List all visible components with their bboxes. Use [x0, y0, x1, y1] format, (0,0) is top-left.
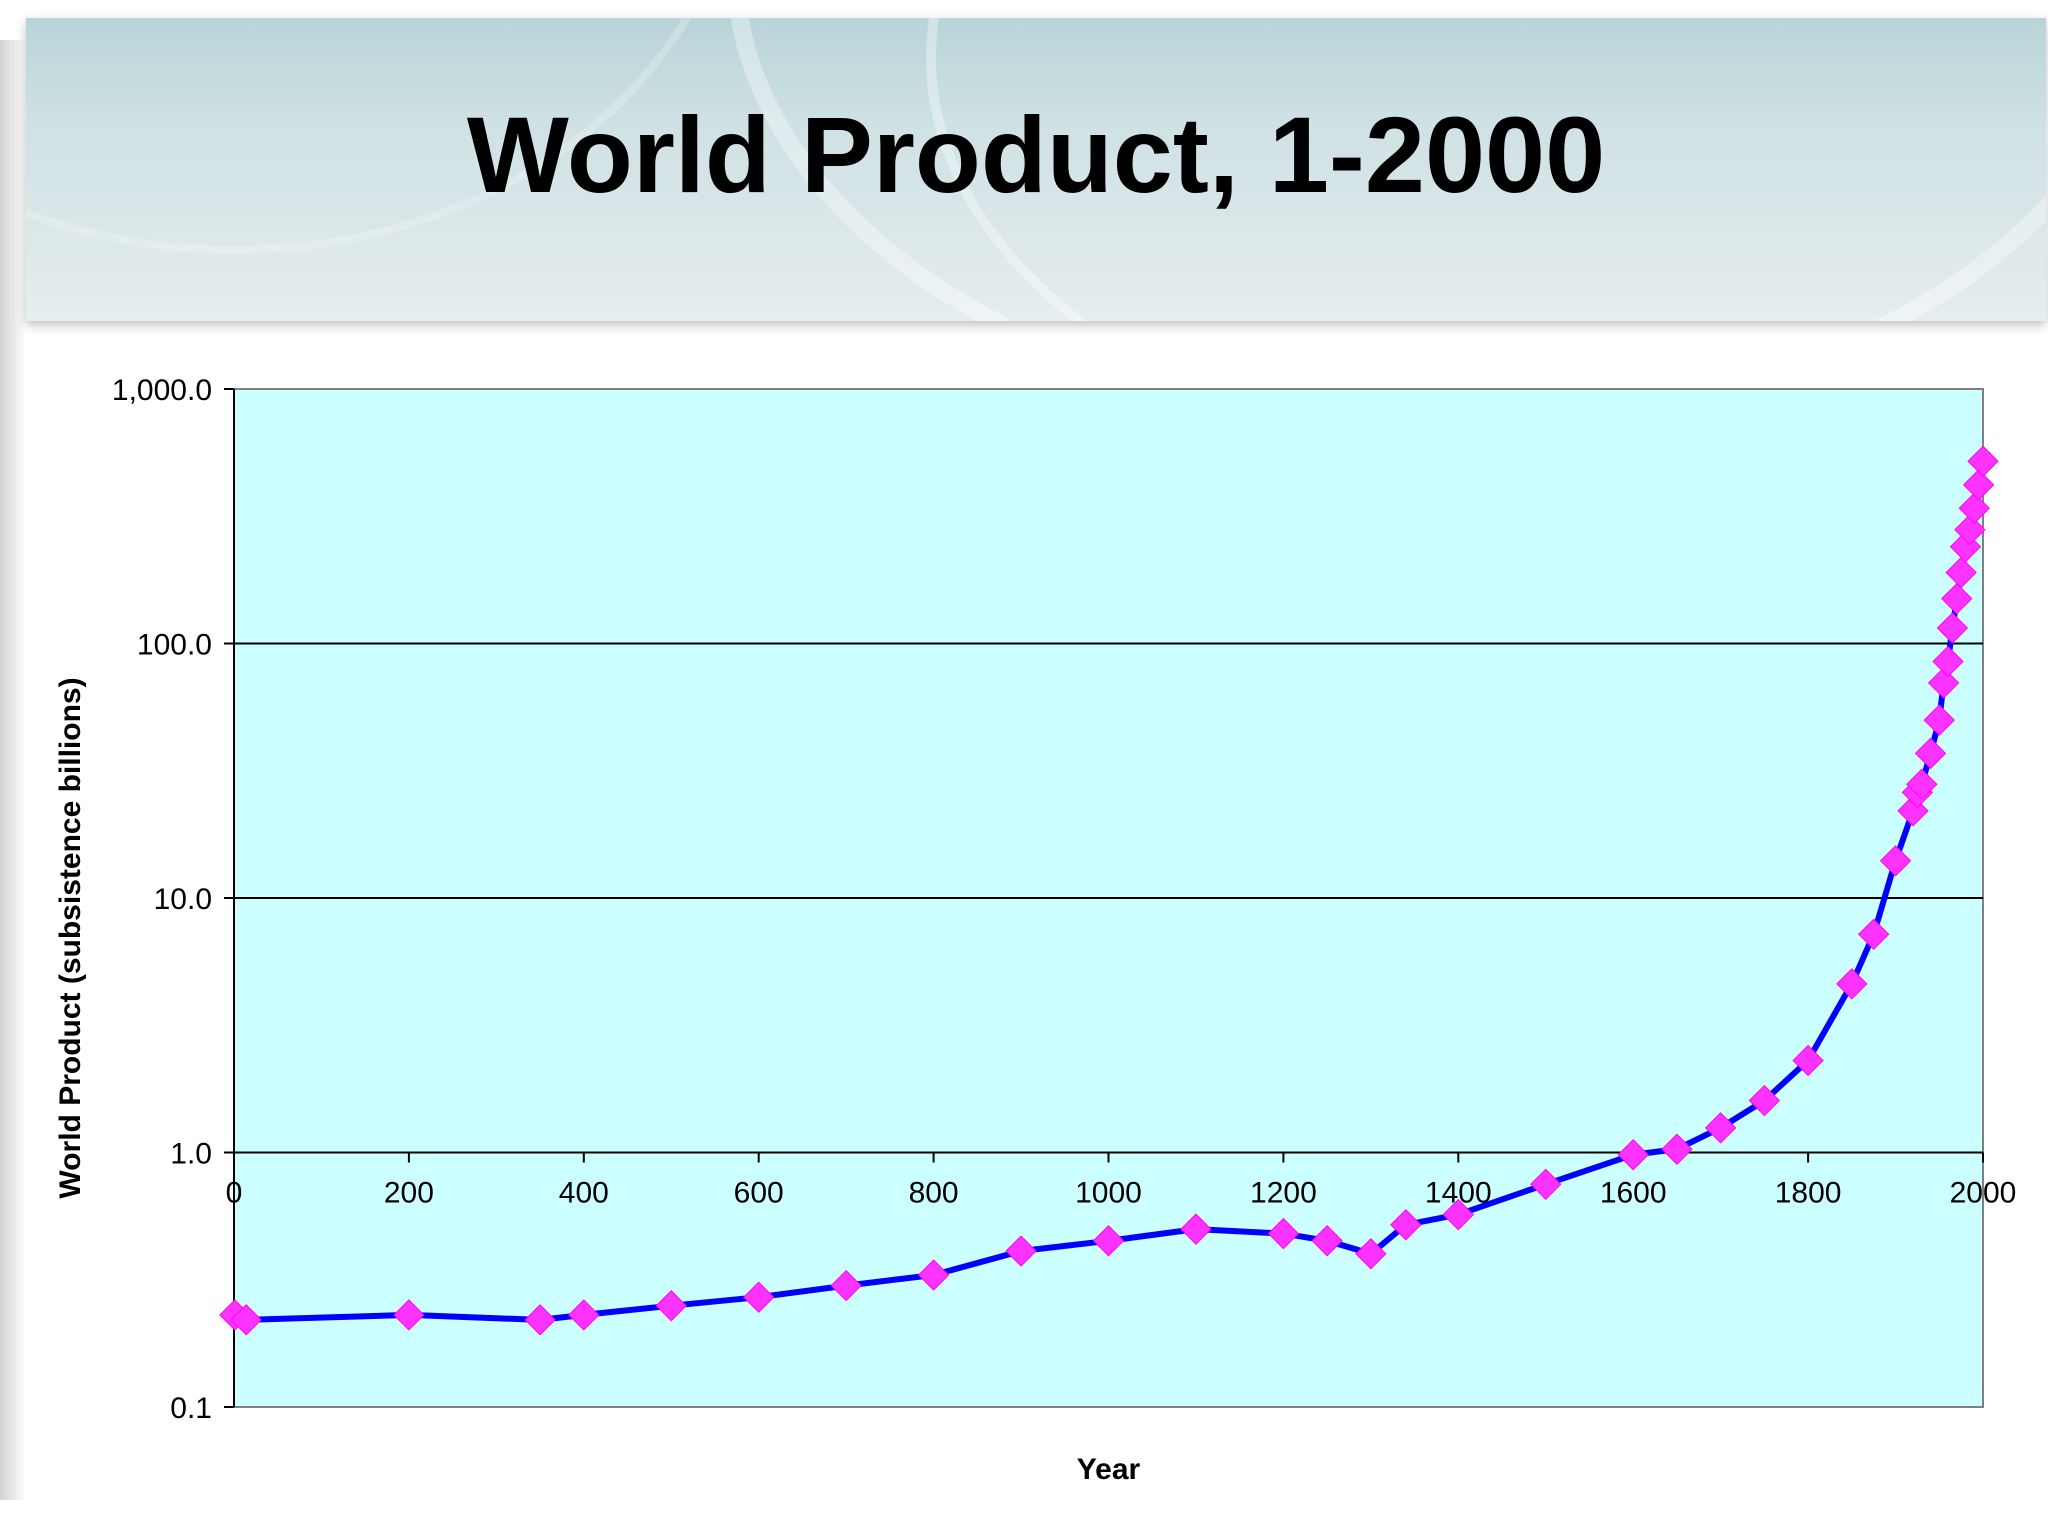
- data-point: [1954, 513, 1986, 546]
- data-point: [1945, 556, 1977, 589]
- data-point: [830, 1269, 862, 1302]
- x-tick-label: 200: [384, 1177, 434, 1210]
- data-point: [1879, 845, 1912, 877]
- y-tick-label: 1.0: [170, 1138, 212, 1171]
- data-point: [655, 1290, 687, 1322]
- data-point: [1941, 582, 1973, 615]
- data-point: [1390, 1209, 1422, 1241]
- y-axis-title: World Product (subsistence billions): [54, 677, 87, 1198]
- data-point: [1927, 667, 1960, 699]
- x-tick-labels: 0 200 400 600 800 1000 1200 1400 1600 1800 2000: [226, 1177, 2017, 1210]
- data-point: [1092, 1225, 1125, 1257]
- y-tick-label: 10.0: [154, 883, 212, 916]
- slide-edge-shadow: [0, 40, 26, 1500]
- x-tick-label: 1000: [1075, 1177, 1142, 1210]
- y-tick-label: 0.1: [170, 1392, 212, 1425]
- data-point: [1836, 968, 1868, 1000]
- axes: [233, 389, 1984, 1407]
- x-tick-label: 800: [909, 1177, 959, 1210]
- data-point: [1661, 1133, 1693, 1165]
- data-point: [1180, 1213, 1212, 1245]
- data-point: [1967, 445, 1999, 477]
- data-point: [1311, 1225, 1343, 1257]
- data-point: [1906, 768, 1938, 800]
- data-point: [1914, 737, 1947, 770]
- data-point: [1932, 645, 1964, 678]
- data-point: [1857, 918, 1890, 951]
- x-tick-label: 400: [559, 1177, 609, 1210]
- x-tick-label: 600: [734, 1177, 784, 1210]
- data-point: [1355, 1238, 1387, 1270]
- x-tick-label: 1200: [1250, 1177, 1317, 1210]
- data-point: [742, 1281, 775, 1313]
- x-axis-title: Year: [1077, 1453, 1141, 1486]
- data-point: [1267, 1217, 1300, 1250]
- data-point: [1704, 1112, 1737, 1144]
- data-point: [393, 1299, 425, 1331]
- x-tick-label: 1600: [1600, 1177, 1667, 1210]
- x-tick-label: 2000: [1950, 1177, 2017, 1210]
- data-point: [1936, 612, 1969, 644]
- data-point: [1530, 1168, 1562, 1201]
- x-tick-label: 1800: [1775, 1177, 1842, 1210]
- x-tick-label: 0: [226, 1177, 243, 1210]
- y-tick-label: 100.0: [137, 629, 212, 662]
- data-point: [568, 1299, 600, 1331]
- data-point: [1442, 1198, 1475, 1231]
- data-point: [917, 1259, 950, 1291]
- data-point: [1792, 1044, 1824, 1077]
- data-point: [230, 1304, 262, 1336]
- y-tick-labels: 0.1 1.0 10.0 100.0 1,000.0: [112, 374, 212, 1425]
- header-banner: [26, 18, 2046, 321]
- y-tick-label: 1,000.0: [112, 374, 212, 407]
- data-markers: [219, 445, 1999, 1336]
- data-point: [1958, 492, 1990, 524]
- slide-title: World Product, 1-2000: [466, 94, 1606, 215]
- data-point: [524, 1304, 556, 1336]
- data-point: [1748, 1084, 1781, 1117]
- data-point: [1617, 1139, 1649, 1171]
- data-point: [1005, 1235, 1037, 1267]
- data-point: [1962, 469, 1995, 501]
- data-point: [1923, 704, 1955, 736]
